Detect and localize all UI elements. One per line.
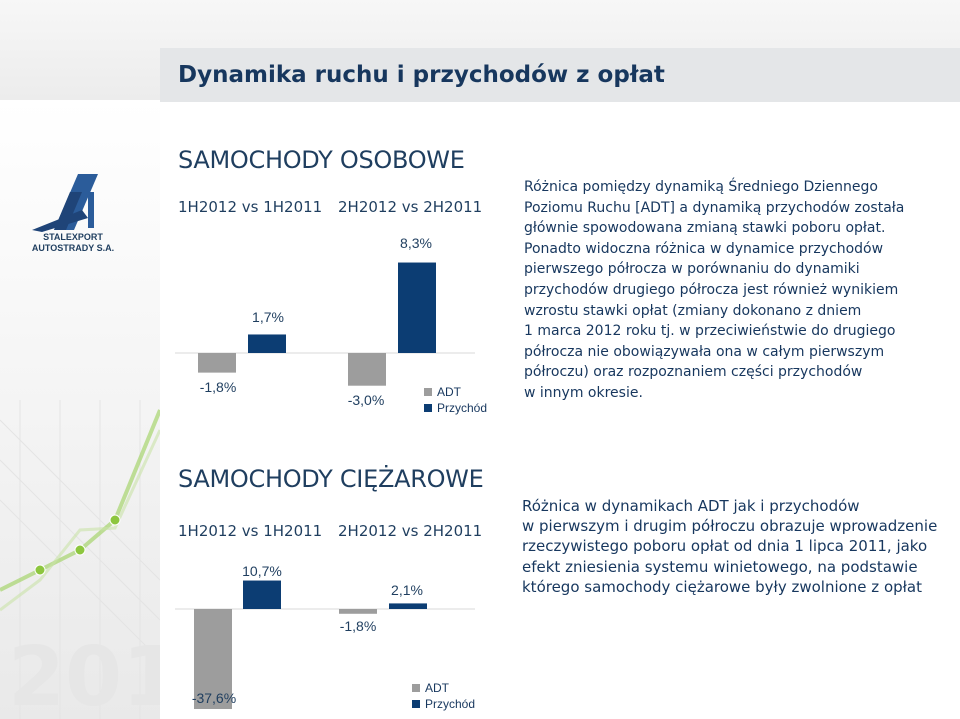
title-bar [160, 48, 960, 102]
legend-swatch-adt [424, 388, 432, 396]
description-line: wzrostu stawki opłat (zmiany dokonano z … [524, 302, 862, 319]
legend-swatch-przychod [424, 404, 432, 412]
period-label-2: 2H2012 vs 2H2011 [338, 522, 483, 540]
description-line: 1 marca 2012 roku tj. w przeciwieństwie … [524, 323, 896, 340]
description-line: Poziomu Ruchu [ADT] a dynamiką przychodó… [524, 199, 905, 216]
description-line: w innym okresie. [524, 384, 643, 401]
logo-line2: AUTOSTRADY S.A. [32, 243, 114, 253]
legend-ciezarowe: ADT Przychód [412, 680, 475, 712]
bar-adt-2 [339, 609, 377, 614]
period-label-2: 2H2012 vs 2H2011 [338, 198, 483, 216]
description-line: pierwszego półrocza w porównaniu do dyna… [524, 261, 860, 278]
data-label-rev-2: 2,1% [391, 582, 423, 598]
description-line: efekt zniesienia systemu winietowego, na… [522, 557, 918, 576]
description-line: głównie spowodowana zmianą stawki poboru… [524, 220, 886, 237]
section-heading-osobowe: SAMOCHODY OSOBOWE [178, 146, 465, 174]
description-line: Różnica pomiędzy dynamiką Średniego Dzie… [524, 179, 878, 195]
data-label-rev-2: 8,3% [400, 235, 432, 251]
data-label-rev-1: 1,7% [252, 309, 284, 325]
bar-adt-1 [198, 353, 236, 373]
data-label-rev-1: 10,7% [242, 563, 282, 579]
legend-label-przychod: Przychód [437, 401, 488, 415]
bar-rev-1 [248, 334, 286, 353]
bar-adt-2 [348, 353, 386, 386]
description-line: półroczu) oraz rozpoznaniem części przyc… [524, 364, 863, 381]
legend-swatch-przychod [412, 700, 420, 708]
watermark-text: 2012 [8, 630, 160, 719]
period-label-1: 1H2012 vs 1H2011 [178, 198, 323, 216]
data-label-adt-2: -1,8% [340, 618, 377, 634]
bar-rev-1 [243, 580, 281, 609]
data-label-adt-1: -37,6% [192, 690, 236, 706]
description-line: którego samochody ciężarowe były zwolnio… [522, 577, 922, 596]
bar-rev-2 [389, 603, 427, 609]
description-line: Ponadto widoczna różnica w dynamice przy… [524, 240, 884, 257]
legend-label-przychod: Przychód [425, 697, 476, 711]
legend-osobowe: ADT Przychód [424, 384, 487, 416]
period-label-1: 1H2012 vs 1H2011 [178, 522, 323, 540]
description-line: przychodów drugiego półrocza jest równie… [524, 281, 899, 298]
watermark-2012: 2012 [8, 630, 160, 719]
legend-label-adt: ADT [437, 385, 461, 399]
description-line: półrocza nie obowiązywała ona w całym pi… [524, 343, 885, 360]
page-title: Dynamika ruchu i przychodów z opłat [178, 62, 665, 88]
bar-adt-1 [194, 609, 232, 710]
legend-swatch-adt [412, 684, 420, 692]
description-line: w pierwszym i drugim półroczu obrazuje w… [522, 517, 938, 536]
description-line: rzeczywistego poboru opłat od dnia 1 lip… [522, 537, 928, 556]
logo-line1: STALEXPORT [43, 232, 103, 242]
data-label-adt-1: -1,8% [200, 379, 237, 395]
section-heading-ciezarowe: SAMOCHODY CIĘŻAROWE [178, 465, 484, 493]
description-line: Różnica w dynamikach ADT jak i przychodó… [522, 497, 860, 515]
data-label-adt-2: -3,0% [348, 392, 385, 408]
stalexport-logo: STALEXPORT AUTOSTRADY S.A. [32, 174, 114, 253]
legend-label-adt: ADT [425, 681, 449, 695]
bar-rev-2 [398, 262, 436, 353]
description-ciezarowe: Różnica w dynamikach ADT jak i przychodó… [522, 496, 937, 597]
description-osobowe: Różnica pomiędzy dynamiką Średniego Dzie… [524, 177, 904, 404]
